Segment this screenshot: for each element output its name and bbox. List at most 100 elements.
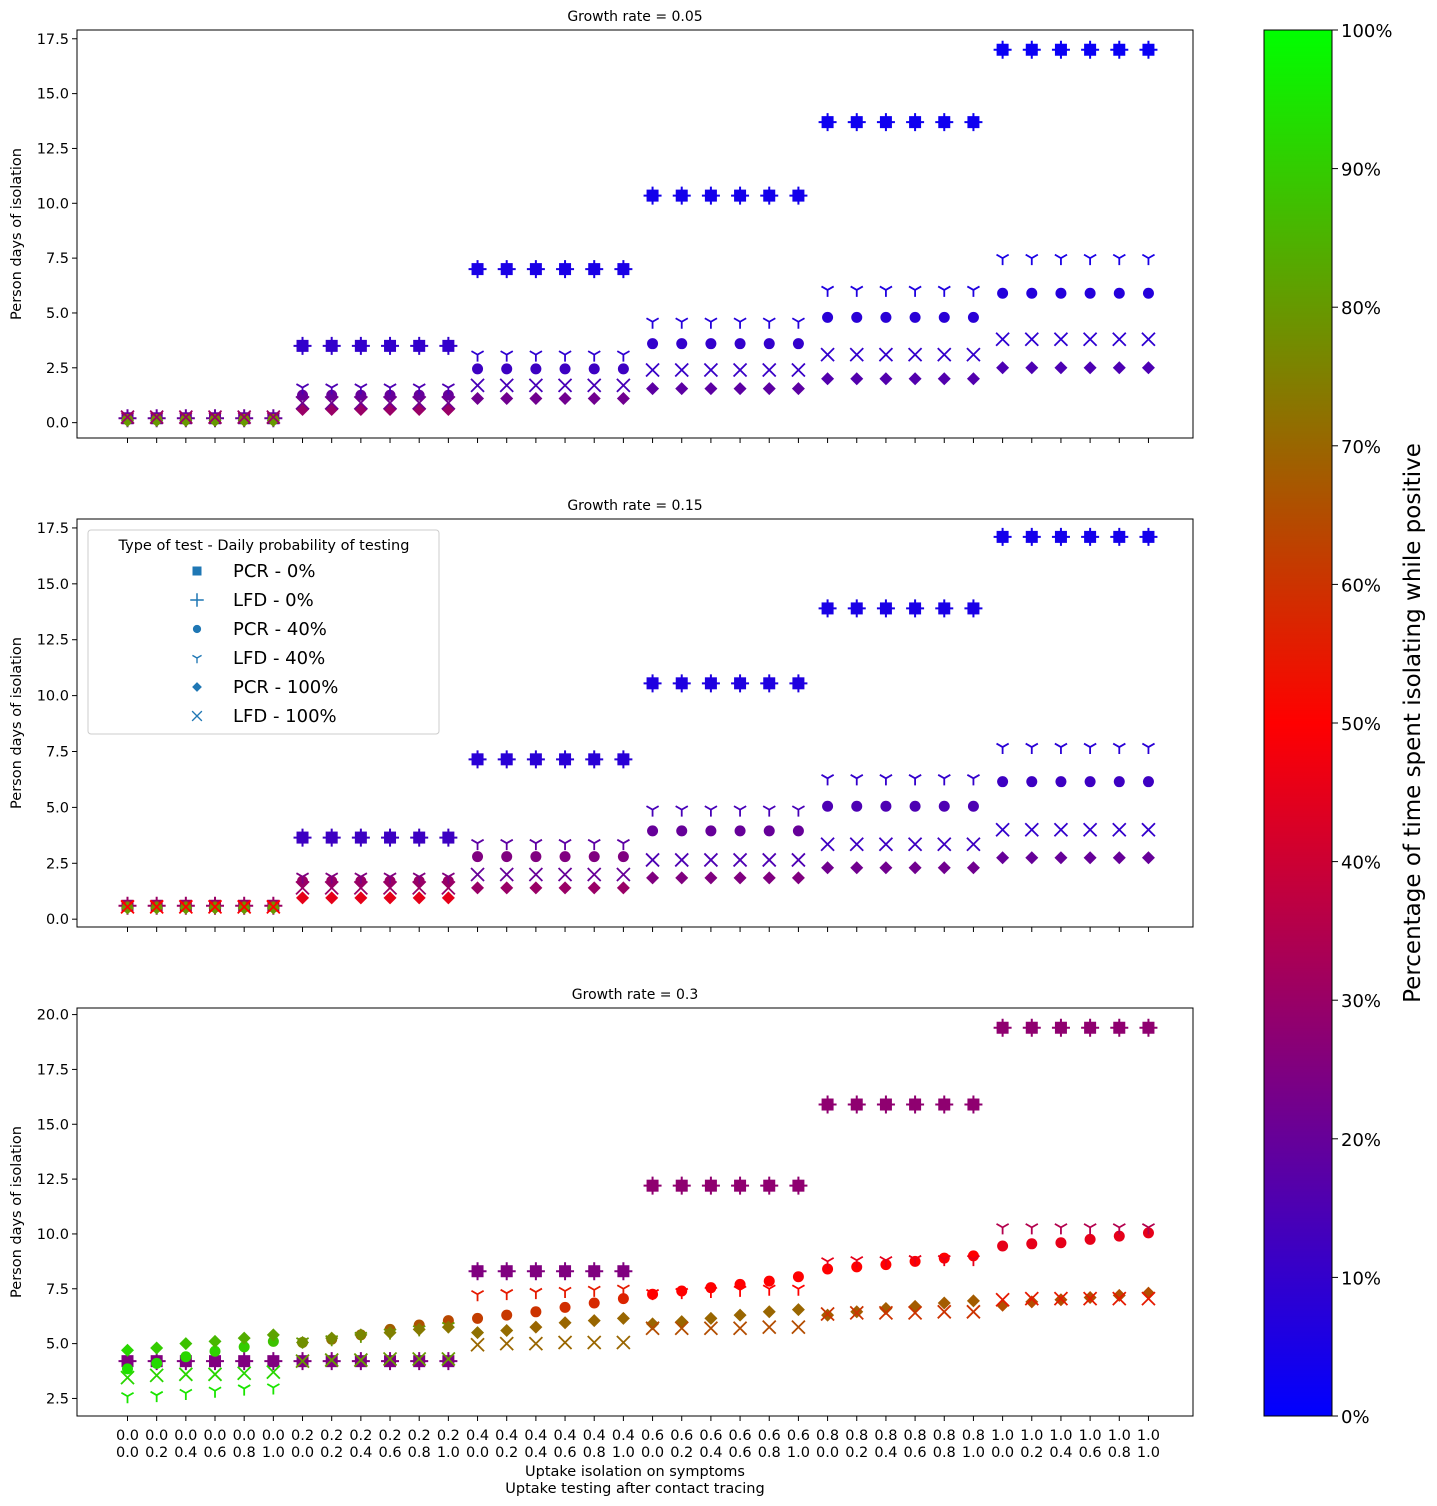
data-point-diamond — [354, 1328, 368, 1342]
data-point-plus — [351, 336, 370, 355]
colorbar-tick-label: 30% — [1341, 991, 1381, 1012]
panel-growth-0.05: Growth rate = 0.05 Person days of isolat… — [9, 9, 1194, 443]
data-point-tri — [879, 774, 893, 786]
x-tick-label-symptoms: 1.0 — [1108, 1428, 1131, 1444]
legend-marker-circle — [192, 624, 202, 634]
data-point-x — [703, 1321, 719, 1336]
y-tick-label: 15.0 — [37, 1117, 69, 1133]
data-point-plus — [789, 1176, 808, 1195]
data-point-tri — [704, 317, 718, 329]
data-point-diamond — [675, 1315, 689, 1329]
colorbar-tick-label: 0% — [1341, 1407, 1370, 1428]
data-point-x — [937, 347, 952, 362]
data-point-circle — [559, 851, 571, 863]
data-point-x — [616, 867, 631, 882]
data-point-plus — [497, 260, 516, 279]
x-tick-label-tracing: 0.4 — [1049, 1445, 1072, 1461]
data-point-tri — [1083, 253, 1097, 266]
data-point-diamond — [383, 891, 397, 905]
data-point-diamond — [383, 1326, 397, 1340]
data-point-tri — [471, 838, 485, 851]
x-tick-label-tracing: 0.0 — [116, 1445, 139, 1461]
y-axis-label: Person days of isolation — [9, 637, 25, 809]
data-point-circle — [1026, 287, 1038, 299]
data-point-circle — [647, 338, 659, 350]
x-tick-label-symptoms: 0.6 — [758, 1428, 781, 1444]
x-tick-label-tracing: 0.6 — [729, 1445, 752, 1461]
data-point-x — [849, 347, 864, 362]
data-point-tri — [179, 1388, 193, 1400]
data-point-circle — [792, 825, 804, 837]
data-point-tri — [646, 805, 660, 817]
legend-label: PCR - 40% — [233, 619, 327, 640]
data-point-plus — [293, 336, 312, 355]
data-point-x — [937, 837, 952, 852]
data-point-diamond — [616, 1311, 630, 1325]
data-point-tri — [733, 805, 747, 817]
data-point-x — [1082, 822, 1098, 837]
data-point-tri — [1112, 742, 1126, 755]
data-point-diamond — [733, 871, 747, 885]
data-point-tri — [791, 317, 805, 329]
data-point-x — [907, 347, 923, 362]
data-point-tri — [996, 742, 1010, 755]
data-point-circle — [559, 1301, 571, 1313]
x-tick-label-tracing: 0.0 — [641, 1445, 664, 1461]
data-point-x — [353, 395, 368, 411]
data-point-diamond — [325, 402, 339, 416]
data-point-circle — [1113, 1230, 1125, 1242]
data-point-tri — [1054, 742, 1068, 755]
data-point-diamond — [354, 891, 368, 905]
data-point-circle — [822, 311, 834, 323]
data-point-circle — [442, 1315, 454, 1327]
data-point-circle — [997, 287, 1009, 299]
data-point-tri — [791, 805, 805, 817]
x-tick-label-symptoms: 0.2 — [291, 1428, 314, 1444]
data-point-tri — [529, 350, 543, 362]
data-point-diamond — [1083, 851, 1097, 865]
data-point-circle — [792, 338, 804, 350]
data-point-diamond — [646, 1317, 660, 1331]
data-point-diamond — [937, 1296, 951, 1310]
data-point-plus — [439, 1352, 458, 1371]
data-point-x — [907, 837, 923, 852]
data-point-x — [1082, 332, 1098, 347]
data-point-diamond — [733, 1308, 747, 1322]
data-point-diamond — [1112, 851, 1126, 865]
data-point-tri — [762, 805, 776, 817]
legend-label: LFD - 100% — [233, 706, 337, 727]
x-tick-label-symptoms: 0.2 — [437, 1428, 460, 1444]
y-tick-label: 2.5 — [46, 1391, 69, 1407]
y-tick-label: 10.0 — [37, 1227, 69, 1243]
data-point-circle — [676, 338, 688, 350]
data-point-tri — [704, 805, 718, 817]
data-point-tri — [412, 872, 426, 884]
data-point-plus — [935, 599, 954, 618]
data-point-circle — [588, 851, 600, 863]
data-point-plus — [526, 1262, 545, 1281]
data-point-plus — [643, 674, 662, 693]
colorbar-tick-label: 70% — [1341, 437, 1381, 458]
panel-growth-0.3: Growth rate = 0.3 Person days of isolati… — [9, 987, 1194, 1461]
data-point-plus — [1110, 527, 1129, 546]
data-point-diamond — [1054, 361, 1068, 375]
data-point-plus — [993, 527, 1012, 546]
data-point-plus — [1022, 1018, 1041, 1037]
data-point-x — [295, 1354, 310, 1369]
data-point-diamond — [121, 1343, 134, 1357]
data-point-tri — [295, 872, 310, 884]
data-point-circle — [267, 1335, 279, 1347]
data-point-x — [1112, 1291, 1127, 1306]
x-ticks — [127, 927, 1149, 932]
x-tick-label-symptoms: 1.0 — [1049, 1428, 1072, 1444]
data-point-circle — [763, 825, 775, 837]
data-point-diamond — [500, 1323, 514, 1337]
data-point-diamond — [1112, 1288, 1126, 1302]
data-point-diamond — [791, 871, 805, 885]
data-point-tri — [616, 838, 630, 851]
data-point-tri — [937, 285, 951, 297]
x-tick-label-symptoms: 1.0 — [1137, 1428, 1160, 1444]
data-point-x — [674, 362, 689, 378]
data-point-diamond — [616, 392, 630, 406]
data-point-tri — [325, 872, 339, 884]
